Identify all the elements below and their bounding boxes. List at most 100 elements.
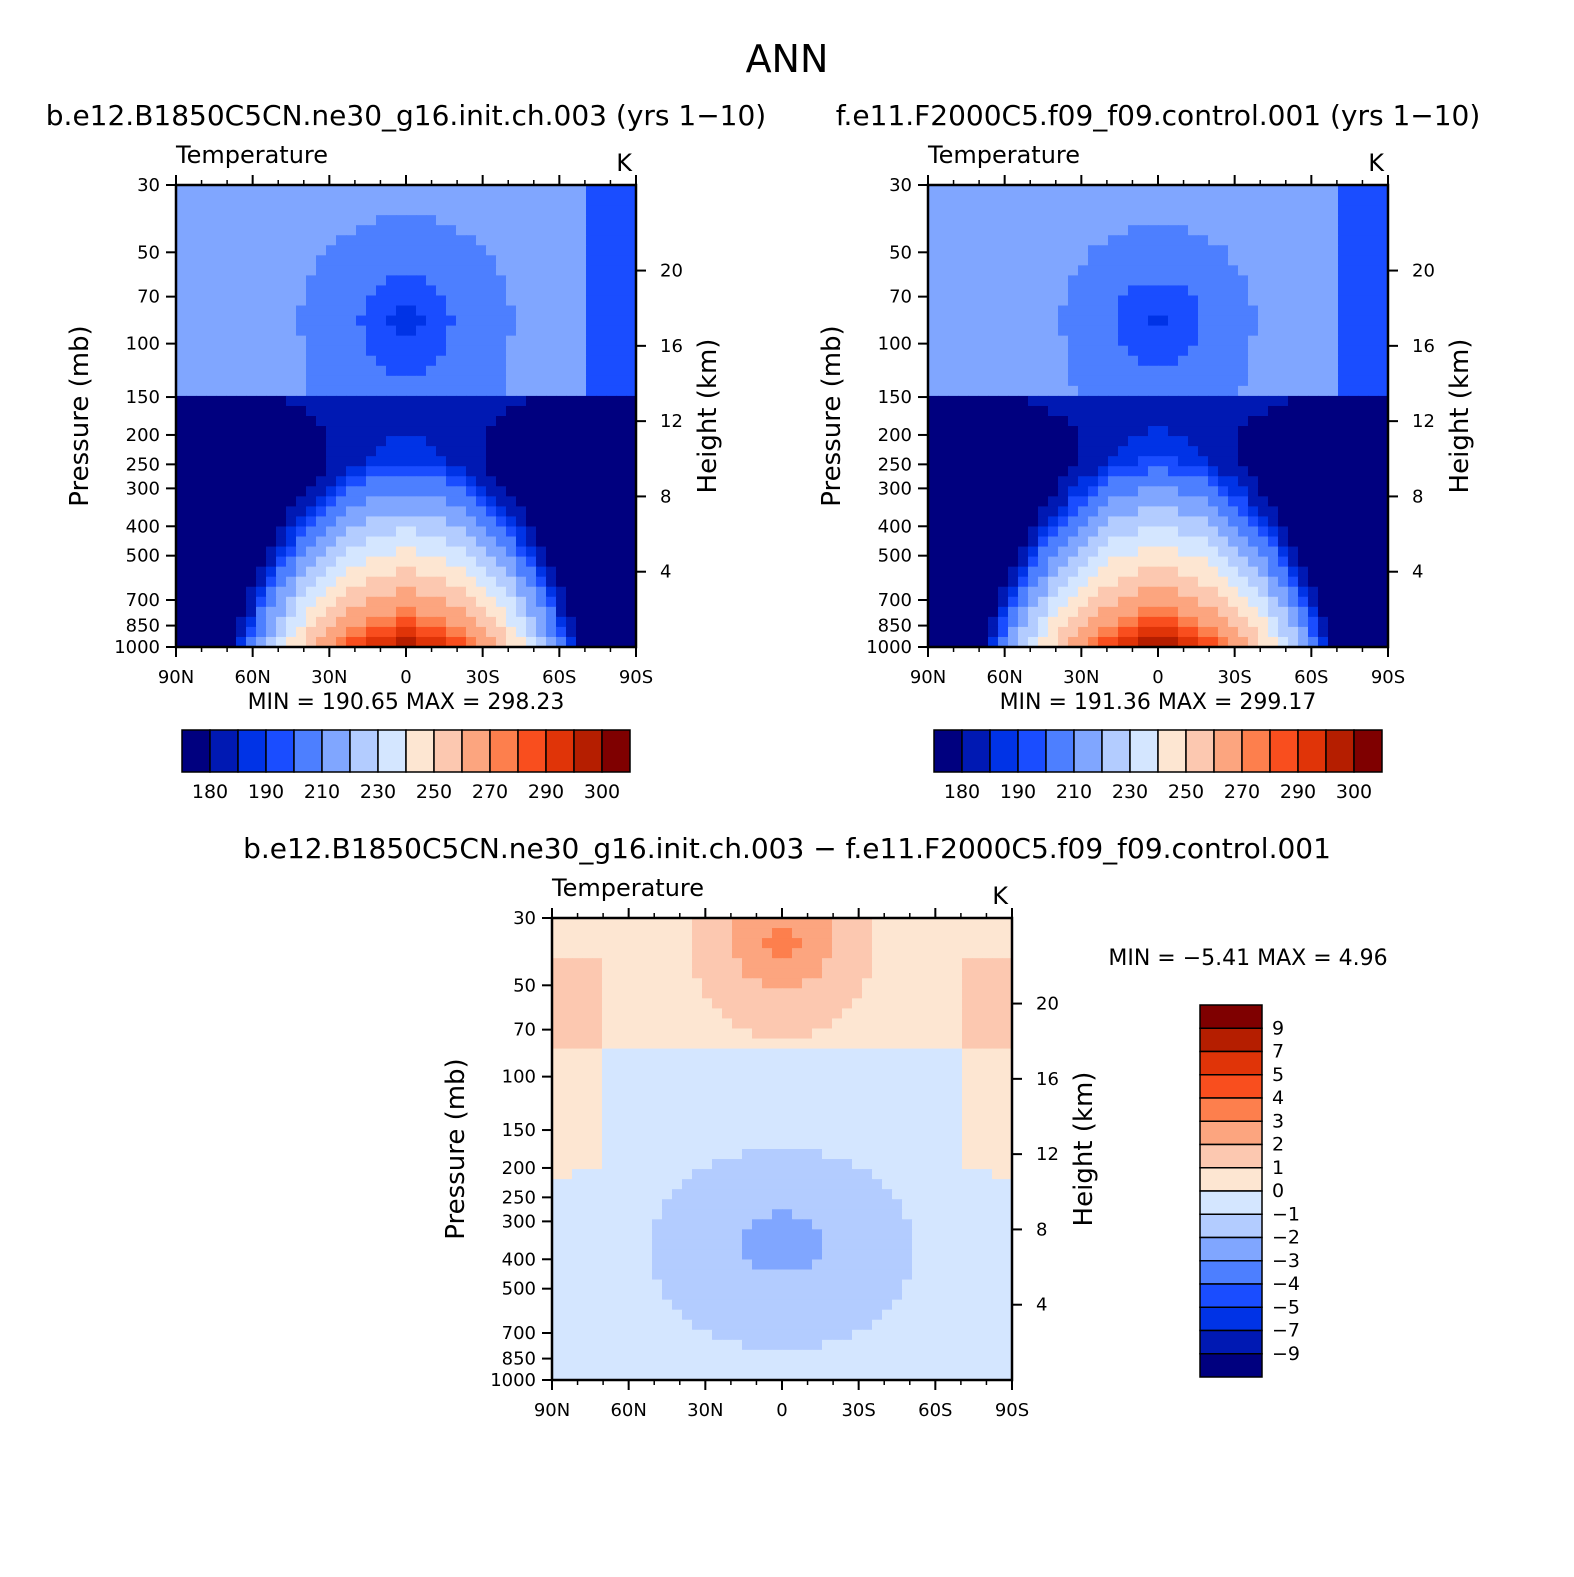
contour-cell bbox=[236, 576, 247, 588]
contour-cell bbox=[1108, 195, 1119, 206]
contour-cell bbox=[176, 245, 187, 256]
contour-cell bbox=[176, 265, 187, 276]
contour-cell bbox=[1118, 365, 1129, 377]
contour-cell bbox=[296, 556, 307, 568]
contour-cell bbox=[556, 215, 567, 226]
contour-cell bbox=[536, 365, 547, 377]
contour-cell bbox=[386, 566, 397, 578]
contour-cell bbox=[196, 456, 207, 467]
contour-cell bbox=[938, 526, 949, 538]
contour-cell bbox=[366, 576, 377, 588]
contour-cell bbox=[386, 225, 397, 236]
contour-cell bbox=[1158, 255, 1169, 266]
contour-cell bbox=[1348, 335, 1359, 347]
contour-cell bbox=[1258, 516, 1269, 528]
contour-cell bbox=[938, 616, 949, 628]
contour-cell bbox=[576, 395, 587, 407]
contour-cell bbox=[1378, 506, 1389, 518]
contour-cell bbox=[1268, 496, 1279, 507]
contour-cell bbox=[968, 295, 979, 307]
contour-cell bbox=[1268, 586, 1279, 598]
contour-cell bbox=[952, 958, 963, 969]
contour-cell bbox=[386, 335, 397, 347]
contour-cell bbox=[958, 446, 969, 457]
contour-cell bbox=[1218, 626, 1229, 638]
contour-cell bbox=[606, 506, 617, 518]
contour-cell bbox=[972, 1008, 983, 1020]
contour-cell bbox=[1198, 636, 1209, 648]
contour-cell bbox=[286, 305, 297, 317]
contour-cell bbox=[1008, 275, 1019, 287]
contour-cell bbox=[592, 948, 603, 959]
contour-cell bbox=[1088, 325, 1099, 337]
contour-cell bbox=[1098, 375, 1109, 387]
contour-cell bbox=[456, 466, 467, 477]
contour-cell bbox=[366, 626, 377, 638]
contour-cell bbox=[1158, 606, 1169, 618]
contour-cell bbox=[486, 215, 497, 226]
contour-cell bbox=[226, 225, 237, 236]
contour-cell bbox=[456, 436, 467, 447]
contour-cell bbox=[1008, 225, 1019, 236]
contour-cell bbox=[1358, 536, 1369, 548]
contour-cell bbox=[1088, 466, 1099, 477]
contour-cell bbox=[286, 385, 297, 397]
contour-cell bbox=[1228, 546, 1239, 558]
contour-cell bbox=[1348, 546, 1359, 558]
contour-cell bbox=[486, 616, 497, 628]
contour-cell bbox=[1348, 486, 1359, 497]
contour-cell bbox=[346, 395, 357, 407]
contour-cell bbox=[782, 998, 793, 1009]
contour-cell bbox=[1188, 205, 1199, 216]
contour-cell bbox=[1198, 365, 1209, 377]
contour-cell bbox=[416, 205, 427, 216]
contour-cell bbox=[1138, 436, 1149, 447]
contour-cell bbox=[206, 576, 217, 588]
contour-cell bbox=[496, 335, 507, 347]
contour-cell bbox=[576, 265, 587, 276]
contour-cell bbox=[356, 345, 367, 357]
contour-cell bbox=[416, 436, 427, 447]
contour-cell bbox=[892, 948, 903, 959]
contour-cell bbox=[586, 275, 597, 287]
contour-cell bbox=[1368, 486, 1379, 497]
contour-cell bbox=[948, 195, 959, 206]
contour-cell bbox=[1158, 466, 1169, 477]
contour-cell bbox=[496, 375, 507, 387]
contour-cell bbox=[296, 506, 307, 518]
contour-cell bbox=[1228, 195, 1239, 206]
contour-cell bbox=[1288, 416, 1299, 427]
contour-cell bbox=[186, 335, 197, 347]
contour-cell bbox=[958, 476, 969, 487]
contour-cell bbox=[206, 616, 217, 628]
contour-cell bbox=[672, 988, 683, 999]
contour-cell bbox=[426, 416, 437, 427]
contour-cell bbox=[226, 365, 237, 377]
contour-cell bbox=[186, 526, 197, 538]
contour-cell bbox=[566, 636, 577, 648]
contour-cell bbox=[812, 948, 823, 959]
contour-cell bbox=[216, 496, 227, 507]
contour-cell bbox=[1008, 486, 1019, 497]
contour-cell bbox=[1298, 586, 1309, 598]
contour-cell bbox=[958, 606, 969, 618]
contour-cell bbox=[1288, 365, 1299, 377]
contour-cell bbox=[1218, 385, 1229, 397]
contour-cell bbox=[1148, 416, 1159, 427]
contour-cell bbox=[386, 556, 397, 568]
contour-cell bbox=[1238, 355, 1249, 367]
contour-cell bbox=[1328, 416, 1339, 427]
contour-cell bbox=[306, 335, 317, 347]
contour-cell bbox=[1208, 375, 1219, 387]
contour-cell bbox=[556, 315, 567, 327]
contour-cell bbox=[336, 265, 347, 276]
contour-cell bbox=[1328, 516, 1339, 528]
contour-cell bbox=[1248, 486, 1259, 497]
contour-cell bbox=[236, 636, 247, 648]
contour-cell bbox=[1298, 496, 1309, 507]
contour-cell bbox=[582, 938, 593, 949]
contour-cell bbox=[186, 345, 197, 357]
contour-cell bbox=[1208, 476, 1219, 487]
contour-cell bbox=[186, 375, 197, 387]
contour-cell bbox=[1188, 476, 1199, 487]
